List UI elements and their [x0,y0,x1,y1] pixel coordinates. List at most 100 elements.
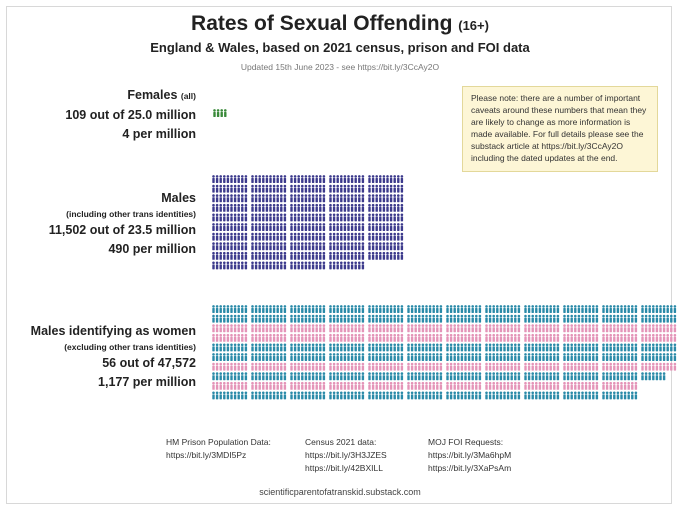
source-census-link-2[interactable]: https://bit.ly/42BXILL [305,463,383,473]
male-icon-474 [382,242,386,251]
miaw-icon-737 [510,333,513,342]
miaw-icon-1155 [659,353,662,361]
miaw-icon-592 [414,391,418,400]
miaw-icon-1012 [609,314,612,323]
miaw-icon-393 [340,391,343,400]
male-icon-63 [223,232,226,241]
source-census-link-1[interactable]: https://bit.ly/3H3JZES [305,450,387,460]
miaw-icon-483 [379,381,382,390]
miaw-icon-732 [492,333,496,342]
miaw-icon-578 [436,372,439,381]
miaw-icon-875 [542,372,545,381]
miaw-icon-305 [347,305,350,313]
male-icon-209 [322,175,326,183]
miaw-icon-1149 [673,343,677,352]
miaw-icon-666 [467,362,471,371]
male-icon-104 [265,175,269,183]
miaw-icon-1076 [623,372,627,381]
miaw-icon-520 [407,324,410,333]
male-icon-96 [233,261,237,270]
miaw-icon-235 [308,333,311,342]
miaw-icon-322 [336,324,340,333]
miaw-icon-1067 [627,362,630,371]
miaw-icon-594 [421,391,425,400]
male-icon-364 [343,232,347,241]
miaw-icon-302 [336,305,340,313]
male-icon-421 [371,194,375,203]
footer-url[interactable]: scientificparentofatranskid.substack.com [259,487,421,497]
miaw-icon-1159 [673,353,677,361]
male-icon-151 [254,223,258,231]
source-foi-link-2[interactable]: https://bit.ly/3XaPsAm [428,463,512,473]
miaw-icon-733 [496,333,499,342]
miaw-icon-32 [219,333,222,342]
miaw-icon-920 [563,324,566,333]
male-icon-15 [230,184,233,193]
miaw-icon-952 [570,353,573,361]
miaw-icon-664 [460,362,464,371]
male-icon-131 [254,203,258,212]
miaw-icon-396 [350,391,354,400]
miaw-icon-414 [382,314,386,323]
miaw-icon-603 [457,305,460,313]
male-icon-420 [368,194,371,203]
miaw-icon-453 [379,353,382,361]
miaw-icon-675 [464,372,467,381]
male-icon-332 [336,203,340,212]
miaw-icon-510 [407,314,410,323]
miaw-icon-223 [301,324,304,333]
source-prison-link-1[interactable]: https://bit.ly/3MDI5Pz [166,450,247,460]
miaw-icon-905 [581,305,584,313]
male-icon-148 [280,213,283,222]
miaw-icon-1171 [644,372,648,381]
male-icon-427 [393,194,397,203]
male-icon-331 [332,203,336,212]
miaw-icon-27 [237,324,240,333]
male-icon-308 [358,175,361,183]
miaw-icon-863 [535,362,538,371]
miaw-icon-1104 [655,305,659,313]
source-foi: MOJ FOI Requests: https://bit.ly/3Ma6hpM… [428,436,511,475]
male-icon-231 [293,203,297,212]
miaw-icon-968 [592,362,595,371]
miaw-icon-488 [397,381,400,390]
miaw-icon-1079 [634,372,638,381]
miaw-icon-403 [379,305,382,313]
male-icon-295 [308,261,311,270]
male-icon-351 [332,223,336,231]
miaw-icon-166 [272,362,276,371]
male-icon-245 [308,213,311,222]
male-icon-406 [389,175,393,183]
miaw-icon-169 [283,362,287,371]
source-foi-link-1[interactable]: https://bit.ly/3Ma6hpM [428,450,512,460]
miaw-icon-756 [506,353,510,361]
miaw-icon-1161 [644,362,648,371]
male-icon-163 [262,232,265,241]
miaw-icon-1016 [623,314,627,323]
male-icon-433 [379,203,382,212]
miaw-icon-529 [439,324,443,333]
miaw-icon-626 [467,324,471,333]
miaw-icon-525 [425,324,428,333]
miaw-icon-932 [570,333,573,342]
miaw-icon-915 [581,314,584,323]
miaw-icon-1124 [655,324,659,333]
male-icon-446 [389,213,393,222]
miaw-icon-334 [343,333,347,342]
male-icon-369 [361,232,365,241]
miaw-icon-92 [219,391,222,400]
miaw-icon-409 [400,305,404,313]
miaw-icon-500 [407,305,410,313]
miaw-icon-1030 [602,333,605,342]
miaw-icon-818 [553,314,556,323]
miaw-icon-162 [258,362,262,371]
male-icon-317 [354,184,358,193]
miaw-icon-902 [570,305,573,313]
male-icon-257 [315,223,319,231]
miaw-icon-951 [566,353,570,361]
male-icon-276 [311,242,315,251]
miaw-icon-965 [581,362,584,371]
miaw-icon-635 [464,333,467,342]
miaw-icon-803 [535,305,538,313]
male-icon-244 [304,213,308,222]
